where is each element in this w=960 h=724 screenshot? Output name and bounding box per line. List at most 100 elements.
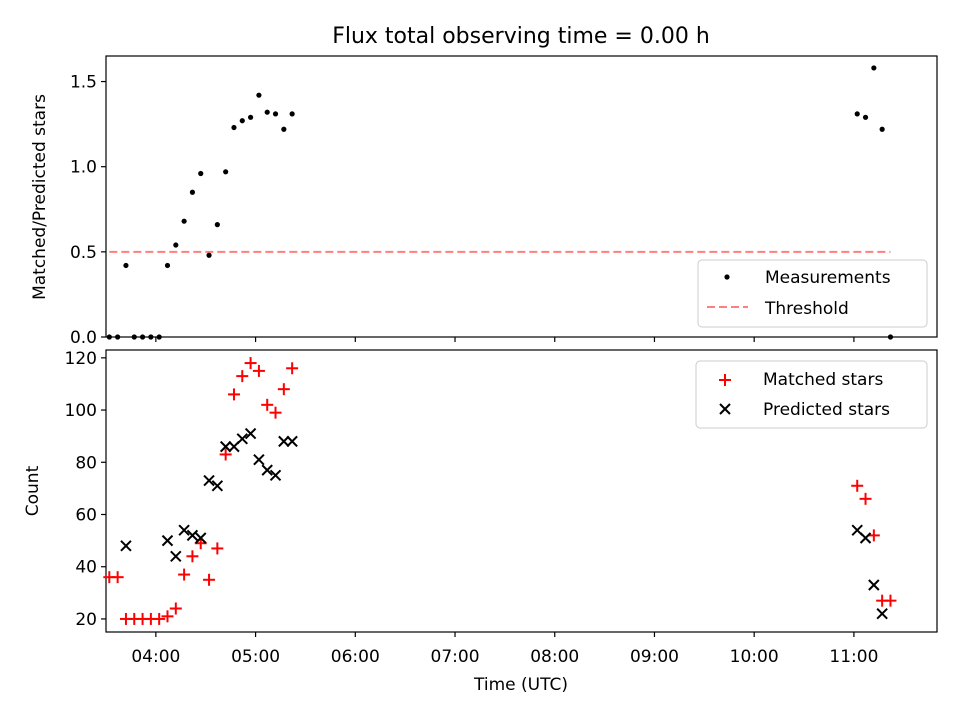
measurement-point [256, 92, 262, 98]
predicted-point [211, 480, 224, 492]
matched-point [203, 573, 216, 586]
predicted-point [876, 608, 888, 620]
measurement-point [189, 189, 196, 195]
predicted-point [859, 532, 872, 544]
matched-point [211, 542, 224, 555]
bottom-ticks: 20 40 60 80 100 120 04:00 05:00 06:00 07:00 08:00 0… [65, 349, 879, 667]
top-axes: 0.0 0.5 1.0 1.5 Matched/Predicted stars Mea… [30, 55, 938, 348]
predicted-point [219, 440, 232, 453]
bottom-marks [103, 357, 897, 625]
bottom-legend-box [695, 360, 928, 429]
legend-threshold-label: Threshold [764, 299, 849, 319]
bottom-y-tick-label: 60 [75, 506, 97, 526]
legend-matched-marker [719, 374, 731, 386]
top-y-tick-label: 1.0 [70, 158, 97, 178]
predicted-point [868, 579, 880, 591]
bottom-x-tick-label: 07:00 [431, 647, 480, 667]
matched-point [867, 529, 880, 542]
bottom-y-tick-label: 120 [65, 349, 97, 369]
measurement-point [871, 65, 877, 71]
measurement-point [106, 334, 112, 340]
top-axes-frame [105, 55, 938, 338]
matched-point [252, 364, 265, 377]
predicted-point [203, 474, 215, 487]
bottom-x-tick-label: 04:00 [131, 647, 180, 667]
matched-point [261, 398, 274, 411]
predicted-point [286, 435, 298, 448]
measurement-point [231, 124, 237, 131]
measurement-point [206, 252, 212, 258]
measurement-point [173, 242, 179, 248]
predicted-point [261, 464, 273, 476]
bottom-y-tick-label: 20 [75, 610, 97, 630]
legend-measurements-marker [724, 274, 730, 280]
matched-point [277, 383, 290, 396]
matched-point [851, 479, 864, 492]
bottom-y-tick-label: 100 [65, 401, 97, 421]
top-marks [106, 65, 894, 340]
bottom-x-tick-label: 05:00 [231, 647, 280, 667]
legend-predicted-marker [719, 403, 731, 415]
measurement-point [247, 114, 254, 120]
matched-point [169, 602, 182, 615]
bottom-x-tick-label: 08:00 [530, 647, 579, 667]
top-y-tick-label: 0.0 [70, 328, 97, 348]
top-y-tick-label: 1.5 [70, 73, 97, 93]
matched-point [161, 610, 174, 623]
x-axis-label: Time (UTC) [473, 675, 568, 695]
top-y-tick-label: 0.5 [70, 243, 97, 263]
bottom-x-tick-label: 11:00 [829, 647, 878, 667]
matched-point [186, 550, 199, 563]
predicted-point [269, 469, 282, 482]
bottom-legend: Matched stars Predicted stars [695, 360, 928, 429]
measurement-point [854, 111, 860, 117]
predicted-point [236, 433, 248, 445]
predicted-point [195, 532, 207, 544]
predicted-point [120, 540, 132, 552]
measurement-point [862, 114, 869, 120]
top-legend-box [697, 259, 928, 328]
matched-point [111, 571, 124, 584]
measurement-point [198, 170, 204, 177]
measurement-point [139, 334, 146, 340]
measurement-point [181, 218, 187, 224]
matched-point [178, 568, 191, 581]
bottom-y-tick-label: 80 [75, 453, 97, 473]
measurement-point [156, 334, 162, 340]
measurement-point [281, 126, 287, 132]
matched-point [236, 370, 249, 383]
legend-predicted-label: Predicted stars [763, 400, 890, 420]
predicted-point [178, 524, 190, 536]
measurement-point [289, 111, 295, 117]
bottom-x-tick-label: 09:00 [630, 647, 679, 667]
top-chart-title: Flux total observing time = 0.00 h [332, 24, 710, 49]
matched-point [227, 388, 240, 401]
predicted-point [278, 435, 290, 448]
measurement-point [264, 109, 270, 115]
measurement-point [214, 222, 220, 228]
measurement-point [239, 118, 245, 124]
measurement-point [164, 262, 171, 269]
matched-point [286, 362, 299, 375]
matched-point [859, 492, 872, 505]
predicted-point [253, 453, 265, 466]
predicted-point [161, 534, 174, 547]
predicted-point [244, 427, 257, 440]
matched-point [219, 448, 232, 461]
legend-measurements-label: Measurements [765, 268, 891, 288]
matched-point [244, 357, 257, 370]
bottom-axes-frame [105, 349, 938, 633]
measurement-point [148, 334, 154, 340]
top-y-axis-label: Matched/Predicted stars [30, 94, 50, 300]
bottom-y-axis-label: Count [23, 465, 43, 516]
measurement-point [272, 111, 279, 117]
bottom-y-tick-label: 40 [75, 558, 97, 578]
matched-point [153, 612, 166, 625]
measurement-point [123, 262, 129, 269]
measurement-point [887, 334, 894, 340]
top-legend: Measurements Threshold [697, 259, 928, 328]
measurement-point [115, 334, 121, 340]
bottom-x-tick-label: 06:00 [331, 647, 380, 667]
